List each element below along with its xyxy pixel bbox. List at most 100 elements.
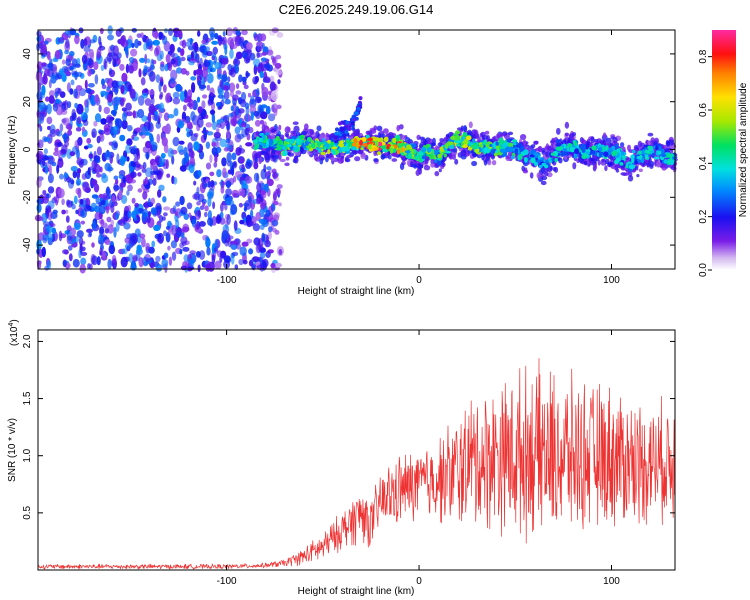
noise-dot — [61, 198, 65, 206]
ridge-core-dot — [351, 142, 357, 147]
ridge-core-dot — [483, 139, 488, 146]
noise-dot — [254, 119, 261, 127]
noise-dot — [234, 126, 241, 135]
noise-dot — [266, 108, 271, 114]
noise-dot — [204, 76, 207, 83]
ridge-core-dot — [628, 164, 635, 170]
noise-dot — [99, 232, 103, 242]
noise-dot — [148, 103, 156, 115]
noise-dot — [123, 222, 131, 230]
noise-dot — [122, 112, 127, 122]
ridge-core-dot — [320, 151, 326, 156]
noise-dot — [211, 254, 216, 265]
noise-dot — [142, 191, 148, 200]
colorbar-gradient — [712, 30, 736, 270]
noise-dot — [119, 63, 125, 71]
ridge-halo-dot — [480, 131, 486, 137]
noise-dot — [107, 163, 113, 173]
ridge-core-dot — [268, 139, 274, 145]
ridge-core-dot — [415, 155, 419, 161]
ridge-core-dot — [455, 134, 460, 141]
ridge-halo-dot — [258, 157, 262, 165]
ridge-core-dot — [607, 147, 611, 152]
ridge-core-dot — [400, 142, 406, 147]
noise-dot — [75, 209, 79, 215]
noise-dot — [176, 230, 181, 239]
noise-dot — [216, 119, 221, 125]
noise-dot — [115, 212, 120, 220]
noise-dot — [221, 157, 227, 167]
noise-dot — [173, 108, 179, 117]
ridge-core-dot — [663, 159, 668, 164]
noise-dot — [196, 201, 201, 206]
ridge-halo-dot — [417, 164, 424, 169]
noise-dot — [85, 88, 92, 94]
ridge-halo-dot — [604, 165, 608, 172]
noise-dot — [54, 91, 58, 99]
noise-dot — [146, 215, 151, 224]
noise-dot — [214, 61, 222, 70]
noise-dot — [247, 92, 252, 98]
noise-dot — [169, 52, 176, 58]
ridge-halo-dot — [316, 125, 322, 132]
ridge-core-dot — [383, 136, 389, 142]
noise-dot — [167, 245, 171, 251]
noise-dot — [147, 211, 151, 218]
noise-dot — [239, 246, 247, 256]
noise-dot — [59, 123, 64, 133]
noise-dot — [235, 29, 241, 35]
colorbar-label: Normalized spectral amplitude — [738, 82, 749, 217]
noise-dot — [48, 90, 56, 97]
ridge-halo-dot — [522, 139, 527, 146]
noise-dot — [120, 84, 125, 95]
noise-dot — [81, 54, 88, 64]
ridge-halo-dot — [581, 139, 587, 146]
ridge-core-dot — [367, 143, 373, 150]
noise-dot — [259, 252, 266, 259]
ridge-halo-dot — [530, 144, 536, 149]
noise-dot — [49, 128, 57, 138]
noise-dot — [152, 39, 160, 46]
noise-dot — [263, 164, 267, 173]
noise-dot — [91, 179, 98, 186]
ridge-core-dot — [401, 147, 406, 153]
noise-dot — [170, 240, 177, 249]
noise-dot — [194, 223, 200, 231]
noise-dot — [50, 74, 57, 84]
noise-dot — [72, 238, 77, 243]
ridge-core-dot — [603, 151, 609, 157]
ridge-core-dot — [473, 144, 480, 150]
ridge-core-dot — [585, 151, 590, 155]
noise-dot — [107, 34, 114, 41]
noise-dot — [98, 206, 106, 215]
noise-dot — [180, 236, 188, 244]
noise-dot — [83, 204, 91, 212]
noise-dot — [62, 259, 67, 268]
noise-dot — [36, 203, 42, 213]
noise-dot — [168, 228, 173, 235]
noise-dot — [126, 125, 133, 132]
ridge-halo-dot — [481, 155, 485, 161]
ridge-core-dot — [332, 150, 336, 156]
noise-dot — [213, 161, 218, 168]
noise-dot — [172, 136, 180, 147]
noise-dot — [93, 150, 97, 160]
ridge-halo-dot — [255, 131, 261, 136]
ridge-halo-dot — [424, 159, 429, 164]
noise-dot — [220, 79, 224, 91]
noise-dot — [177, 145, 184, 153]
spectrogram-x-tick-label: 0 — [416, 275, 422, 286]
noise-dot — [223, 147, 230, 152]
noise-dot — [198, 113, 205, 121]
noise-dot — [161, 258, 169, 268]
noise-dot — [125, 144, 132, 154]
noise-dot — [216, 213, 221, 220]
noise-dot — [101, 84, 107, 90]
noise-dot — [45, 96, 50, 102]
branch-dot — [345, 120, 350, 125]
noise-dot — [53, 151, 59, 156]
noise-dot — [84, 79, 88, 90]
noise-dot — [159, 91, 164, 98]
noise-dot — [275, 54, 282, 60]
noise-dot — [107, 93, 113, 103]
